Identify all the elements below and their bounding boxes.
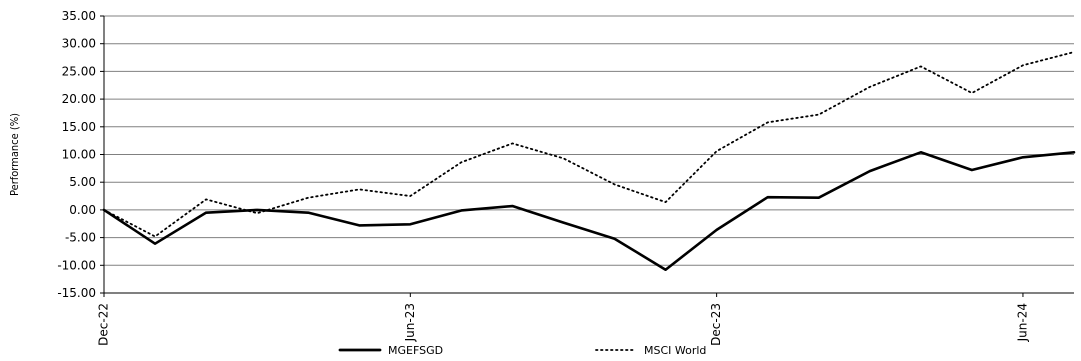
series-mgefsgd-point bbox=[817, 196, 820, 199]
series-mgefsgd-point bbox=[1022, 156, 1025, 159]
x-tick-label: Dec-23 bbox=[709, 303, 723, 346]
series-mgefsgd-point bbox=[970, 169, 973, 172]
series-msci-world-point bbox=[664, 201, 667, 204]
y-tick-label: 35.00 bbox=[62, 9, 96, 23]
series-msci-world-point bbox=[307, 196, 310, 199]
series-msci-world-point bbox=[205, 198, 208, 201]
x-tick-label: Dec-22 bbox=[97, 303, 111, 346]
series-mgefsgd-point bbox=[307, 211, 310, 214]
series-mgefsgd-point bbox=[511, 205, 514, 208]
series-mgefsgd-point bbox=[868, 170, 871, 173]
series-msci-world-point bbox=[919, 65, 922, 68]
series-msci-world-point bbox=[970, 92, 973, 95]
legend-label-msci-world: MSCI World bbox=[644, 344, 706, 357]
series-mgefsgd-point bbox=[715, 228, 718, 231]
series-mgefsgd-point bbox=[1073, 151, 1076, 154]
y-tick-label: 30.00 bbox=[62, 37, 96, 51]
series-mgefsgd-line bbox=[102, 150, 1076, 272]
series-mgefsgd-point bbox=[766, 196, 769, 199]
y-tick-label: -15.00 bbox=[57, 286, 96, 300]
series-msci-world-point bbox=[613, 183, 616, 186]
series-mgefsgd-point bbox=[409, 223, 412, 226]
series-msci-world-point bbox=[562, 157, 565, 160]
series-msci-world-point bbox=[103, 209, 106, 212]
series-mgefsgd-point bbox=[256, 209, 259, 212]
series-msci-world-point bbox=[868, 86, 871, 89]
series-mgefsgd-point bbox=[460, 209, 463, 212]
series-msci-world-point bbox=[1073, 51, 1076, 54]
series-mgefsgd-point bbox=[358, 224, 361, 227]
x-tick-label: Jun-24 bbox=[1015, 303, 1029, 342]
y-tick-label: 5.00 bbox=[69, 175, 96, 189]
series-msci-world-point bbox=[511, 142, 514, 145]
y-tick-label: 15.00 bbox=[62, 120, 96, 134]
series-msci-world-point bbox=[256, 212, 259, 215]
series-mgefsgd-point bbox=[664, 268, 667, 271]
y-axis-title: Performance (%) bbox=[8, 113, 21, 196]
series-mgefsgd-point bbox=[205, 211, 208, 214]
series-msci-world-point bbox=[409, 195, 412, 198]
series-msci-world-point bbox=[358, 188, 361, 191]
series-msci-world-point bbox=[154, 235, 157, 238]
y-tick-label: -5.00 bbox=[65, 231, 96, 245]
series-msci-world-point bbox=[1022, 64, 1025, 67]
series-msci-world-point bbox=[715, 150, 718, 153]
x-tick-label: Jun-23 bbox=[403, 303, 417, 342]
y-tick-label: 0.00 bbox=[69, 203, 96, 217]
series-mgefsgd-point bbox=[562, 221, 565, 224]
legend-label-mgefsgd: MGEFSGD bbox=[388, 344, 443, 357]
y-tick-label: 10.00 bbox=[62, 148, 96, 162]
y-tick-label: 20.00 bbox=[62, 92, 96, 106]
series-msci-world-point bbox=[817, 113, 820, 116]
series-msci-world-line bbox=[103, 51, 1075, 238]
series-msci-world-point bbox=[460, 161, 463, 164]
y-tick-label: -10.00 bbox=[57, 258, 96, 272]
y-tick-label: 25.00 bbox=[62, 64, 96, 78]
series-mgefsgd-point bbox=[154, 242, 157, 245]
series-mgefsgd-point bbox=[919, 151, 922, 154]
series-msci-world-point bbox=[766, 121, 769, 124]
series-mgefsgd-point bbox=[613, 237, 616, 240]
